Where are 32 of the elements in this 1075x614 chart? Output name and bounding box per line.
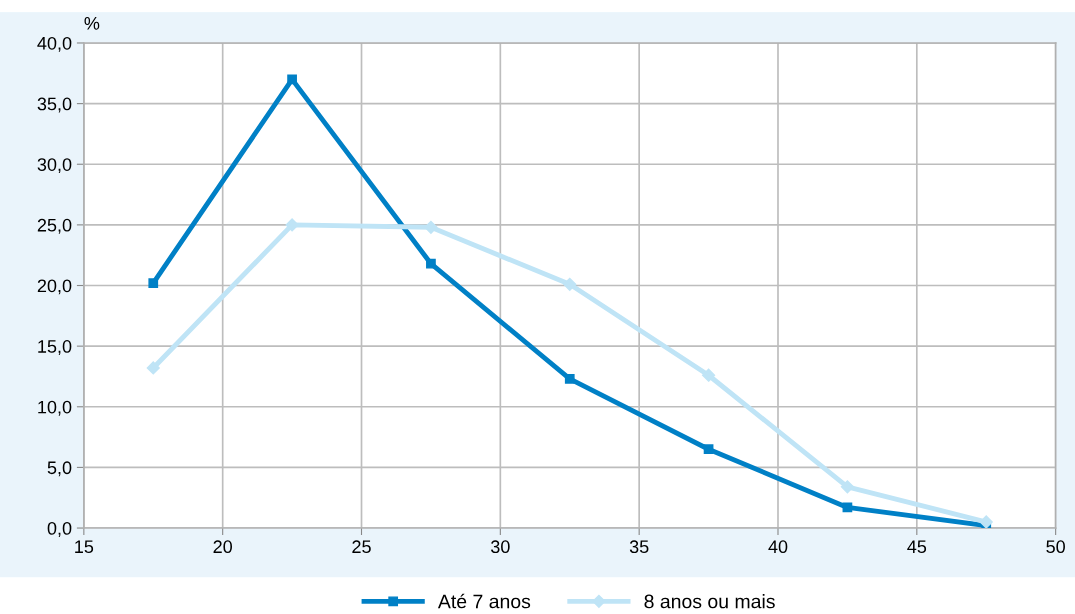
point	[979, 515, 993, 529]
point	[703, 444, 714, 455]
y-tick-label: 0,0	[47, 521, 72, 537]
y-tick-label: 20,0	[37, 279, 72, 295]
point	[287, 74, 297, 85]
y-tick-label: 40,0	[37, 36, 72, 52]
point	[424, 220, 438, 234]
x-tick-label: 20	[213, 540, 233, 554]
y-tick-label: 15,0	[38, 340, 72, 355]
legend-label: 8 anos ou mais	[644, 594, 775, 609]
x-tick-label: 50	[1046, 540, 1065, 554]
y-tick-label: 10,0	[38, 400, 72, 416]
x-tick-label: 25	[352, 540, 371, 554]
point	[146, 361, 160, 375]
point	[285, 218, 299, 232]
x-tick-label: 45	[907, 540, 927, 554]
point	[564, 374, 575, 384]
point	[701, 368, 716, 382]
x-tick-label: 35	[629, 540, 649, 554]
y-tick-label: 30,0	[37, 158, 72, 174]
point	[840, 480, 854, 494]
y-axis-title: %	[84, 17, 100, 30]
x-tick-label: 30	[490, 540, 510, 554]
y-tick-label: 35,0	[37, 97, 72, 113]
y-tick-label: 5,0	[47, 461, 72, 477]
point	[563, 277, 577, 291]
point	[426, 258, 436, 269]
x-tick-label: 15	[75, 540, 94, 554]
point	[148, 278, 159, 288]
x-tick-label: 40	[768, 540, 788, 554]
y-tick-label: 25,0	[37, 218, 72, 234]
legend-label: Até 7 anos	[437, 593, 531, 609]
